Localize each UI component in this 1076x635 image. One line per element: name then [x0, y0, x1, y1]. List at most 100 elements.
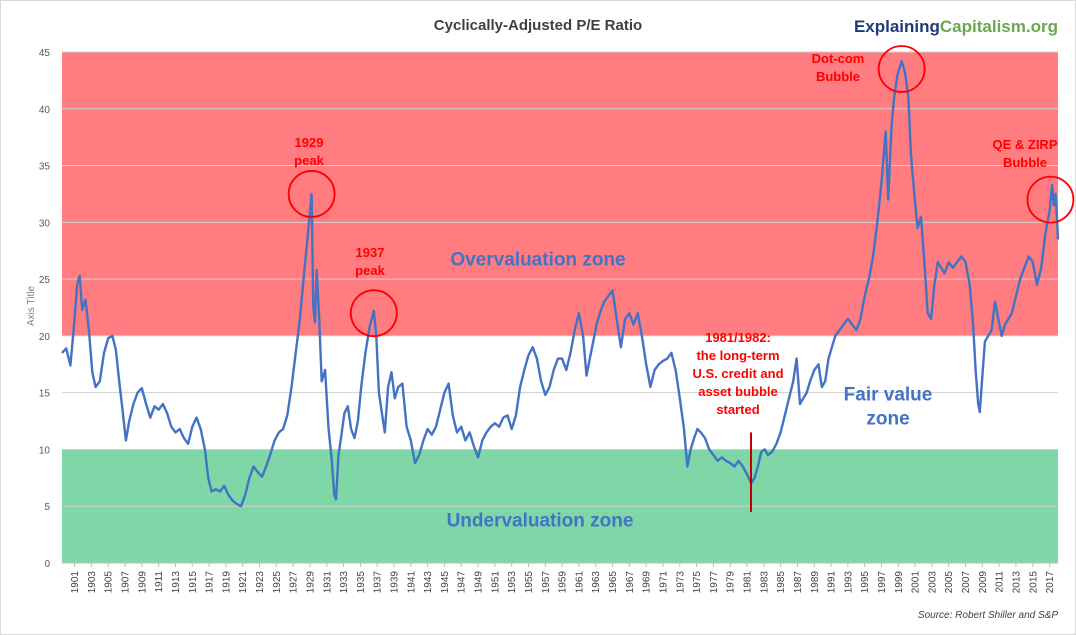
- x-tick-label: 1983: [759, 571, 770, 594]
- x-tick-label: 1951: [490, 571, 501, 594]
- x-tick-label: 1941: [406, 571, 417, 594]
- x-tick-label: 1933: [339, 571, 350, 594]
- zone-label-0: Overvaluation zone: [450, 249, 625, 270]
- x-tick-label: 1969: [642, 571, 653, 594]
- x-tick-label: 1987: [793, 571, 804, 594]
- x-tick-label: 1929: [305, 571, 316, 594]
- x-tick-label: 1993: [843, 571, 854, 594]
- zone-band-0: [62, 52, 1058, 336]
- x-tick-label: 1905: [104, 571, 115, 594]
- x-tick-label: 1917: [205, 571, 216, 594]
- annotations-layer: 1929 peak 1937 peak Dot-com Bubble QE & ZIRP Bu…: [287, 45, 1075, 512]
- x-tick-label: 1971: [658, 571, 669, 594]
- annotation-label: asset bubble: [698, 384, 777, 399]
- x-tick-label: 2011: [995, 571, 1006, 593]
- x-tick-label: 1953: [507, 571, 518, 594]
- valuation-zones: [62, 52, 1058, 563]
- logo-part-explaining: Explaining: [854, 17, 940, 36]
- x-tick-label: 2005: [944, 571, 955, 594]
- y-tick-label: 10: [39, 445, 51, 456]
- x-tick-label: 2009: [978, 571, 989, 594]
- y-axis-title: Axis Title: [26, 286, 37, 326]
- annotation-label: peak: [294, 153, 324, 168]
- x-tick-label: 1999: [894, 571, 905, 594]
- x-tick-label: 2001: [911, 571, 922, 594]
- annotation-circle: [349, 289, 398, 338]
- annotation-label: Bubble: [1003, 155, 1047, 170]
- x-tick-label: 1943: [423, 571, 434, 594]
- x-tick-label: 1907: [121, 571, 132, 594]
- zone-label-2: Undervaluation zone: [447, 511, 634, 532]
- y-tick-label: 20: [39, 332, 51, 343]
- x-tick-label: 1963: [591, 571, 602, 594]
- y-axis: 0 5 10 15 20 25 30 35 40 45: [39, 48, 51, 570]
- annotation-label: U.S. credit and: [692, 366, 783, 381]
- x-tick-label: 1915: [188, 571, 199, 594]
- x-tick-label: 2007: [961, 571, 972, 594]
- x-tick-label: 1973: [675, 571, 686, 594]
- y-tick-label: 35: [39, 162, 51, 173]
- x-tick-label: 1957: [541, 571, 552, 594]
- chart-title: Cyclically-Adjusted P/E Ratio: [434, 17, 642, 34]
- source-note: Source: Robert Shiller and S&P: [918, 610, 1058, 621]
- x-tick-label: 1949: [474, 571, 485, 594]
- x-tick-label: 1981: [743, 571, 754, 594]
- x-tick-label: 1965: [608, 571, 619, 594]
- series-layer: [61, 59, 1060, 508]
- annotation-circle: [877, 45, 926, 93]
- x-tick-label: 2015: [1028, 571, 1039, 594]
- x-tick-label: 1977: [709, 571, 720, 594]
- x-tick-label: 1955: [524, 571, 535, 594]
- x-tick-label: 1937: [373, 571, 384, 594]
- x-tick-label: 1945: [440, 571, 451, 594]
- x-tick-label: 1925: [272, 571, 283, 594]
- annotation-label: Bubble: [816, 69, 860, 84]
- x-tick-label: 1911: [154, 571, 165, 593]
- x-tick-label: 2013: [1011, 571, 1022, 594]
- y-tick-label: 5: [44, 502, 50, 513]
- y-tick-label: 40: [39, 105, 51, 116]
- x-tick-label: 1923: [255, 571, 266, 594]
- x-tick-label: 1947: [457, 571, 468, 594]
- annotation-label: 1937: [356, 245, 385, 260]
- y-tick-label: 15: [39, 389, 51, 400]
- y-tick-label: 25: [39, 275, 51, 286]
- x-tick-label: 1939: [390, 571, 401, 594]
- cape-series-line: [61, 59, 1060, 508]
- x-tick-label: 1901: [70, 571, 81, 594]
- x-tick-label: 1909: [137, 571, 148, 594]
- annotation-circle: [287, 170, 336, 218]
- x-tick-label: 1903: [87, 571, 98, 594]
- y-tick-label: 30: [39, 218, 51, 229]
- x-tick-label: 1989: [810, 571, 821, 594]
- annotation-label: started: [716, 402, 759, 417]
- x-tick-label: 1995: [860, 571, 871, 594]
- x-tick-label: 1913: [171, 571, 182, 594]
- zone-label-1: zone: [866, 409, 909, 430]
- x-tick-label: 1927: [289, 571, 300, 594]
- annotation-circle: [1026, 175, 1075, 224]
- annotation-label: peak: [355, 263, 385, 278]
- annotation-label: Dot-com: [812, 51, 865, 66]
- x-tick-label: 2003: [927, 571, 938, 594]
- x-tick-label: 1967: [625, 571, 636, 594]
- annotation-label: QE & ZIRP: [992, 137, 1057, 152]
- zone-label-1: Fair value: [844, 385, 933, 406]
- x-tick-label: 1919: [221, 571, 232, 594]
- x-tick-label: 1985: [776, 571, 787, 594]
- x-tick-label: 1975: [692, 571, 703, 594]
- y-tick-label: 45: [39, 48, 51, 59]
- annotation-label: the long-term: [696, 348, 779, 363]
- x-tick-label: 1935: [356, 571, 367, 594]
- y-tick-label: 0: [44, 559, 50, 570]
- x-tick-label: 1921: [238, 571, 249, 594]
- x-tick-label: 1961: [574, 571, 585, 594]
- zone-labels: Overvaluation zone Fair value zone Underval…: [447, 249, 933, 531]
- x-tick-label: 2017: [1045, 571, 1056, 594]
- logo-part-capitalism: Capitalism.org: [940, 17, 1058, 36]
- x-tick-label: 1991: [827, 571, 838, 594]
- x-tick-label: 1979: [726, 571, 737, 594]
- annotation-label: 1929: [295, 135, 324, 150]
